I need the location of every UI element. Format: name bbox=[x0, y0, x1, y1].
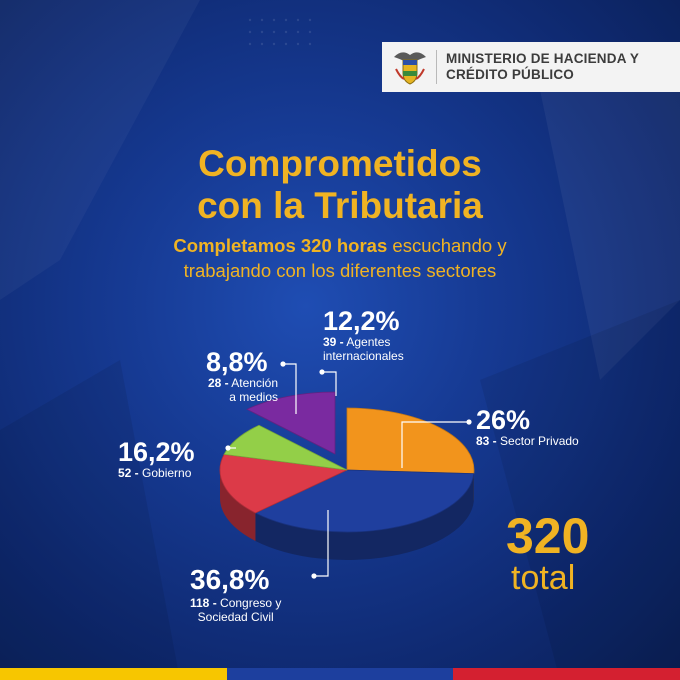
name-internacionales-line1: Agentes bbox=[343, 335, 391, 349]
name-congreso-line1: Congreso y bbox=[216, 596, 282, 610]
value-medios: 28 - bbox=[207, 376, 229, 390]
leader-dot-medios bbox=[280, 361, 286, 367]
percent-congreso: 36,8% bbox=[190, 564, 270, 595]
name-medios-line2: a medios bbox=[229, 390, 278, 404]
label-medios: 8,8% 28 - Atención a medios bbox=[186, 348, 278, 404]
title-line1: Comprometidos bbox=[198, 143, 482, 184]
name-internacionales-line2: internacionales bbox=[323, 349, 404, 363]
header-divider bbox=[436, 50, 437, 84]
name-congreso-line2: Sociedad Civil bbox=[197, 610, 274, 624]
value-sector-privado: 83 - bbox=[476, 434, 497, 448]
percent-gobierno: 16,2% bbox=[118, 437, 195, 467]
leader-line-medios bbox=[283, 363, 297, 414]
flag-bar-yellow bbox=[0, 668, 227, 680]
leader-dot-internacionales bbox=[319, 369, 325, 375]
leader-dot-gobierno bbox=[225, 445, 231, 451]
label-congreso: 36,8% 118 - Congreso y Sociedad Civil bbox=[190, 564, 282, 625]
subtitle-line2: trabajando con los diferentes sectores bbox=[183, 260, 497, 281]
leader-line-sector-privado bbox=[401, 421, 469, 468]
leader-dot-sector-privado bbox=[466, 419, 472, 425]
pie-slice-congreso bbox=[254, 469, 475, 533]
label-internacionales: 12,2% 39 - Agentes internacionales bbox=[323, 307, 404, 363]
total-number: 320 bbox=[506, 508, 590, 564]
leader-line-internacionales bbox=[322, 371, 337, 396]
total-label: total bbox=[511, 559, 576, 597]
value-congreso: 118 - bbox=[190, 596, 217, 610]
subtitle: Completamos 320 horas escuchando y traba… bbox=[0, 233, 680, 283]
label-sector-privado: 26% 83 - Sector Privado bbox=[476, 406, 579, 448]
pie-slice-gobierno bbox=[219, 453, 349, 514]
pie-slice-internacionales bbox=[246, 391, 336, 455]
name-gobierno: Gobierno bbox=[138, 466, 192, 480]
percent-internacionales: 12,2% bbox=[323, 306, 400, 336]
flag-bar bbox=[0, 668, 680, 680]
ministry-header: MINISTERIO DE HACIENDA Y CRÉDITO PÚBLICO bbox=[382, 42, 680, 92]
pie-slice-medios bbox=[223, 424, 348, 471]
leader-dot-congreso bbox=[311, 573, 317, 579]
value-internacionales: 39 - bbox=[323, 335, 344, 349]
flag-bar-red bbox=[453, 668, 680, 680]
ministry-name-line2: CRÉDITO PÚBLICO bbox=[446, 67, 575, 82]
value-gobierno: 52 - bbox=[118, 466, 139, 480]
ministry-name: MINISTERIO DE HACIENDA Y CRÉDITO PÚBLICO bbox=[446, 51, 639, 83]
subtitle-bold: Completamos 320 horas bbox=[173, 235, 388, 256]
percent-sector-privado: 26% bbox=[476, 405, 531, 435]
page-title: Comprometidos con la Tributaria bbox=[0, 143, 680, 227]
ministry-name-line1: MINISTERIO DE HACIENDA Y bbox=[446, 51, 640, 66]
title-line2: con la Tributaria bbox=[197, 185, 483, 226]
percent-medios: 8,8% bbox=[206, 347, 268, 377]
leader-line-congreso bbox=[314, 510, 329, 577]
pie-slice-sector-privado bbox=[346, 407, 475, 475]
pie-side-gobierno bbox=[220, 470, 256, 541]
flag-bar-blue bbox=[226, 668, 454, 680]
coat-of-arms-icon bbox=[394, 52, 426, 85]
name-sector-privado: Sector Privado bbox=[496, 434, 579, 448]
name-medios-line1: Atención bbox=[228, 376, 278, 390]
pie-side-congreso bbox=[255, 473, 474, 561]
label-gobierno: 16,2% 52 - Gobierno bbox=[118, 438, 195, 480]
subtitle-rest: escuchando y bbox=[387, 235, 507, 256]
